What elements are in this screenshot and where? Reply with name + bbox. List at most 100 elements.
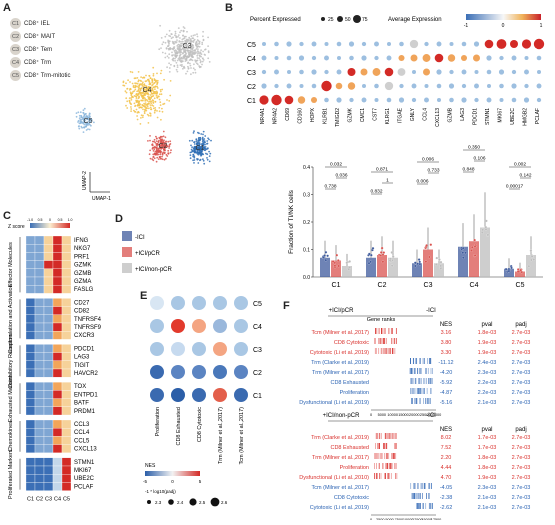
umap-cell-point (185, 57, 188, 60)
umap-cell-point (156, 156, 159, 159)
umap-cell-point (147, 114, 150, 117)
umap-cell-point (190, 55, 193, 57)
nes-tick: 0 (171, 479, 174, 484)
heatmap-gene-label: CCL4 (74, 430, 90, 436)
gsea-column-label: Proliferation (155, 407, 161, 436)
umap-cell-point (149, 77, 152, 79)
umap-cell-point (163, 102, 166, 105)
dotplot-expression-dot (335, 82, 343, 90)
heatmap-cell (61, 465, 72, 475)
umap-cell-point (129, 88, 132, 90)
umap-cell-point (176, 52, 179, 55)
umap-cell-point (175, 35, 178, 37)
umap-cell-point (173, 65, 176, 68)
umap-cell-point (151, 79, 154, 82)
dotplot-expression-dot (287, 70, 291, 74)
umap-cell-point (150, 96, 153, 99)
umap-cell-point (192, 71, 195, 74)
heatmap-cell (43, 482, 54, 491)
umap-cell-point (155, 149, 158, 152)
heatmap-cell (43, 268, 54, 278)
umap-cell-point (149, 98, 152, 101)
umap-cell-point (152, 73, 155, 75)
heatmap-cell (43, 331, 54, 340)
umap-cell-point (182, 26, 185, 28)
umap-cell-point (196, 63, 199, 66)
gsea-enrichment-dot (234, 388, 248, 402)
dotplot-expression-dot (274, 41, 279, 47)
umap-cell-point (195, 140, 198, 143)
umap-cell-point (167, 39, 170, 42)
umap-cell-point (179, 59, 181, 62)
umap-cell-point (140, 117, 142, 119)
dotplot-expression-dot (511, 83, 517, 89)
umap-cell-point (140, 76, 143, 78)
heatmap-cell (25, 252, 36, 261)
umap-cell-point (192, 67, 195, 70)
umap-cell-point (133, 102, 136, 105)
umap-cell-point (198, 136, 200, 139)
gsea-enrichment-dot (150, 319, 164, 333)
dotplot-expression-dot (510, 40, 518, 48)
pvalue-label: 0.036 (335, 173, 347, 179)
umap-cell-point (163, 149, 166, 151)
heatmap-gene-label: PCLAF (74, 484, 94, 490)
umap-cell-point (198, 65, 201, 67)
dotplot-expression-dot (449, 69, 454, 75)
umap-cell-point (88, 128, 91, 131)
umap-cell-point (198, 142, 200, 145)
umap-cell-point (149, 82, 152, 85)
umap-cell-point (205, 148, 208, 151)
heatmap-cell (61, 276, 72, 286)
dotplot-row-label: C4 (247, 56, 256, 63)
panel-f-gsea: +ICI/pCR -ICI Gene ranks NES pval padj Tcm (Mi… (283, 305, 555, 522)
dotplot-expression-dot (524, 56, 529, 60)
gsea-padj-value: 2.7e-03 (512, 330, 531, 336)
size-legend-title: Percent Expressed (250, 17, 301, 23)
heatmap-gene-label: CXCR3 (74, 333, 95, 339)
umap-cell-point (159, 145, 162, 148)
umap-cell-point (188, 59, 191, 61)
umap-cell-point (160, 139, 163, 142)
umap-cell-point (137, 93, 140, 96)
umap-cell-point (160, 47, 162, 49)
dotplot-expression-dot (536, 55, 542, 61)
gsea-padj-value: 2.7e-03 (512, 370, 531, 376)
umap-cell-point (168, 42, 170, 45)
umap-cell-point (160, 69, 163, 72)
umap-cell-point (133, 95, 136, 97)
umap-cell-point (195, 48, 198, 50)
dotplot-row-label: C3 (247, 70, 256, 77)
umap-cell-point (79, 111, 82, 114)
bar-data-point (324, 258, 328, 262)
umap-cell-point (207, 45, 210, 47)
bar-data-point (322, 256, 325, 259)
umap-cell-point (156, 116, 159, 119)
umap-cell-point (149, 157, 152, 160)
umap-cell-point (199, 61, 202, 64)
dotplot-expression-dot (336, 41, 342, 47)
umap-cell-point (171, 47, 174, 50)
size-legend-tick: 2.4 (177, 500, 184, 505)
umap-cell-point (133, 109, 135, 112)
dotplot-expression-dot (411, 97, 417, 103)
size-legend-dot (168, 499, 174, 505)
bar-data-point (323, 254, 326, 257)
umap-cell-point (144, 102, 147, 104)
panel-b-barchart: 0.0 0.1 0.2 0.3 0.4 Fraction of TI/NK cells C1… (283, 132, 555, 300)
gsea-geneset-name: Trm (Clarke et al.,2019) (311, 435, 369, 441)
heatmap-group-label: Chemokines (8, 421, 14, 452)
bar-data-point (470, 249, 473, 252)
dotplot-expression-dot (436, 83, 442, 89)
umap-cell-point (142, 96, 145, 98)
size-legend-dot (147, 500, 151, 504)
umap-cell-point (85, 129, 88, 131)
gsea-nes-value: 3.30 (441, 350, 452, 356)
umap-cell-point (147, 95, 149, 98)
dotplot-gene-label: PDCD1 (473, 108, 479, 125)
gsea-nes-value: -4.87 (440, 390, 453, 396)
panel-c-heatmap: Z score -1.0 0.5 0 0.5 1.0 IFNG NKG7 PRF1 GZMK GZM… (0, 212, 115, 520)
dotplot-expression-dot (336, 69, 342, 75)
umap-cell-point (136, 111, 139, 114)
gsea-geneset-name: CD8 Cytotoxic (334, 340, 369, 346)
